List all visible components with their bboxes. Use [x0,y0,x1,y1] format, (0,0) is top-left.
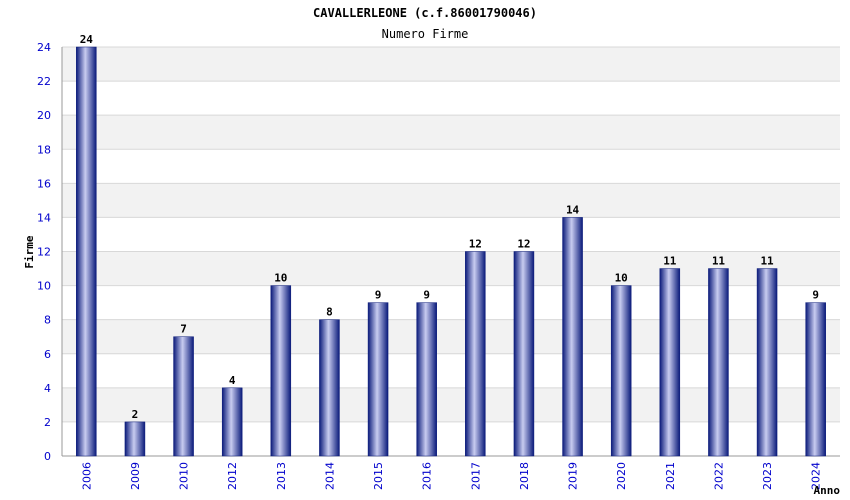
bar [756,268,778,457]
bar [562,217,583,457]
data-label: 11 [712,255,726,268]
data-label: 9 [812,289,819,302]
bar [221,387,243,457]
y-tick-label: 12 [37,246,51,259]
bar [513,251,535,457]
bar [124,421,146,457]
y-tick-label: 4 [44,382,51,395]
x-tick-label: 2019 [567,462,580,490]
data-label: 14 [566,203,580,216]
plot-band [62,115,840,150]
x-tick-label: 2016 [421,462,434,490]
data-label: 24 [80,33,94,46]
y-axis-label: Firme [23,235,36,268]
bar [610,285,632,457]
y-tick-label: 18 [37,143,51,156]
bar [76,46,97,457]
plot-band [62,217,840,252]
bar [173,336,194,457]
y-tick-label: 6 [44,348,51,361]
x-tick-label: 2012 [226,462,239,490]
bar [319,319,340,457]
bar [659,268,681,457]
bar [708,268,729,457]
x-tick-label: 2021 [664,462,677,490]
plot-band [62,149,840,184]
x-axis-label: Anno [814,484,841,497]
x-tick-label: 2014 [323,462,336,490]
data-label: 9 [423,289,430,302]
data-label: 12 [517,238,530,251]
x-tick-label: 2013 [275,462,288,490]
plot-band [62,47,840,82]
bars [76,46,826,457]
data-label: 12 [469,238,482,251]
x-tick-label: 2023 [761,462,774,490]
data-labels: 24 2 7 4 10 8 9 9 12 12 14 10 11 11 11 9 [80,33,819,421]
y-tick-label: 16 [37,177,51,190]
data-label: 4 [229,374,236,387]
data-label: 9 [375,289,382,302]
bar [270,285,292,457]
x-tick-label: 2006 [80,462,93,490]
data-label: 11 [760,255,774,268]
x-tick-label: 2017 [469,462,482,490]
x-tick-label: 2018 [518,462,531,490]
y-tick-label: 14 [37,211,51,224]
y-tick-label: 10 [37,280,51,293]
y-tick-label: 20 [37,109,51,122]
x-tick-label: 2020 [615,462,628,490]
y-tick-label: 8 [44,314,51,327]
y-tick-label: 2 [44,416,51,429]
bar [367,302,389,457]
bar [805,302,826,457]
x-tick-label: 2009 [129,462,142,490]
chart-title: CAVALLERLEONE (c.f.86001790046) [313,6,537,20]
x-tick-label: 2022 [712,462,725,490]
y-tick-label: 22 [37,75,51,88]
x-tick-label: 2015 [372,462,385,490]
x-tick-label: 2010 [178,462,191,490]
bar [465,251,486,457]
plot-band [62,183,840,218]
x-tick-label: 2024 [810,462,823,490]
data-label: 11 [663,255,677,268]
bar [416,302,437,457]
y-tick-label: 0 [44,450,51,463]
data-label: 10 [274,272,287,285]
data-label: 7 [180,323,187,336]
chart-subtitle: Numero Firme [382,27,469,41]
plot-band [62,81,840,116]
y-tick-label: 24 [37,41,51,54]
data-label: 2 [132,408,139,421]
data-label: 10 [615,272,628,285]
data-label: 8 [326,306,333,319]
